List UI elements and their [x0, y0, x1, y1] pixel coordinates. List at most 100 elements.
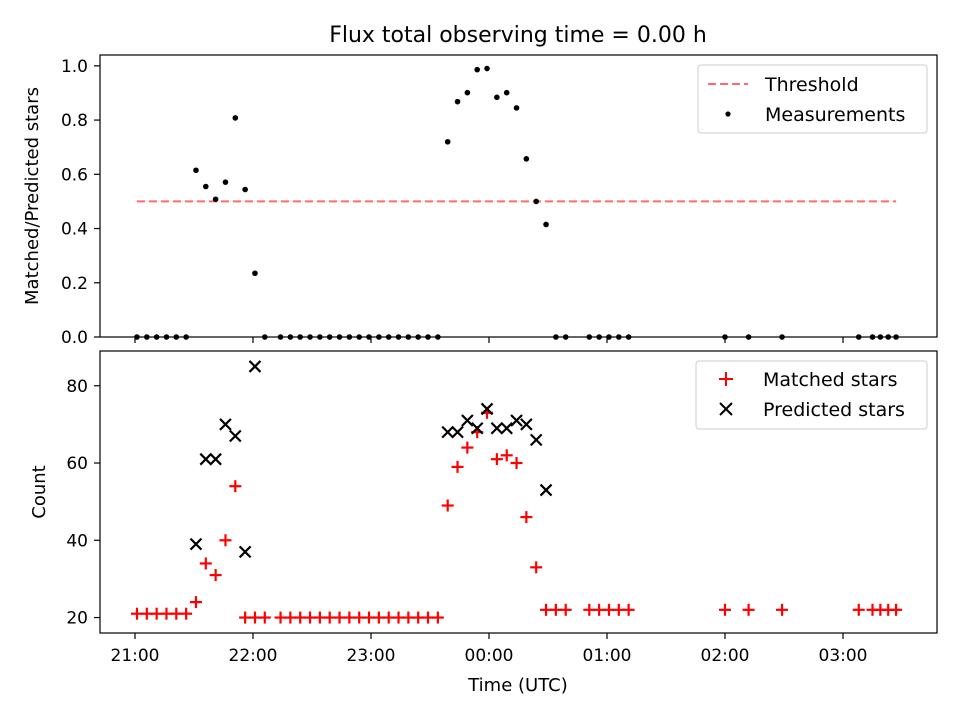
- measurement-point: [203, 183, 209, 190]
- bottom-y-tick-label: 60: [66, 454, 88, 474]
- measurement-point: [454, 98, 461, 105]
- matched-stars-point: [189, 596, 202, 609]
- matched-stars-point: [719, 603, 731, 616]
- matched-stars-point: [852, 603, 865, 616]
- matched-stars-point: [742, 603, 755, 616]
- matched-stars-point: [180, 607, 193, 620]
- predicted-stars-point: [219, 418, 232, 431]
- predicted-stars-point: [520, 418, 533, 431]
- predicted-stars-point: [500, 421, 513, 435]
- predicted-stars-point: [189, 537, 203, 551]
- top-panel-frame: [99, 54, 938, 338]
- x-tick-label: 22:00: [229, 646, 278, 666]
- matched-stars-point: [461, 441, 474, 454]
- x-tick-label: 02:00: [701, 646, 750, 666]
- predicted-stars-point: [451, 425, 464, 439]
- bottom-panel: 21:00 22:00 23:00 00:00 01:00 02:00 03:00 20 40…: [29, 350, 938, 696]
- top-y-tick-label: 0.0: [61, 328, 88, 348]
- measurement-point: [252, 270, 258, 277]
- bottom-legend: Matched stars Predicted stars: [695, 360, 928, 430]
- legend-threshold-label: Threshold: [764, 74, 859, 96]
- measurement-point: [513, 105, 520, 111]
- matched-stars-point: [219, 534, 232, 547]
- predicted-stars-point: [490, 421, 504, 435]
- measurement-point: [222, 179, 229, 185]
- top-y-tick-label: 0.8: [61, 111, 88, 131]
- measurement-point: [193, 167, 199, 174]
- predicted-stars-point: [199, 452, 213, 466]
- x-tick-label: 03:00: [819, 646, 868, 666]
- top-x-ticks: [134, 337, 844, 343]
- matched-stars-point: [431, 611, 444, 624]
- matched-stars-point: [451, 460, 464, 473]
- matched-stars-point: [490, 453, 503, 466]
- legend-predicted-label: Predicted stars: [763, 399, 905, 421]
- x-axis-label: Time (UTC): [467, 675, 568, 696]
- predicted-stars-point: [529, 433, 543, 447]
- matched-stars-point: [229, 480, 242, 493]
- predicted-stars-point: [461, 414, 474, 427]
- measurement-point: [533, 198, 539, 205]
- predicted-stars-point: [248, 360, 262, 373]
- x-tick-label: 23:00: [347, 646, 396, 666]
- predicted-stars-point: [229, 429, 242, 443]
- bottom-y-tick-label: 40: [66, 531, 88, 551]
- top-y-tick-label: 0.2: [61, 274, 88, 294]
- x-tick-label: 01:00: [583, 646, 632, 666]
- measurement-point: [494, 94, 500, 101]
- top-legend-box: [697, 64, 928, 134]
- top-y-tick-label: 0.6: [61, 165, 88, 185]
- bottom-y-tick-label: 80: [66, 377, 88, 397]
- measurement-point: [232, 115, 239, 121]
- measurement-point: [523, 156, 530, 162]
- matched-stars-point: [209, 569, 222, 582]
- predicted-stars-point: [510, 414, 523, 427]
- matched-stars-point: [441, 499, 454, 512]
- matched-stars-point: [500, 449, 513, 462]
- legend-matched-label: Matched stars: [763, 369, 897, 391]
- predicted-stars-point: [539, 483, 553, 497]
- top-y-axis-label: Matched/Predicted stars: [22, 87, 43, 305]
- bottom-legend-box: [695, 360, 928, 430]
- measurement-point: [242, 186, 248, 193]
- predicted-stars-point: [209, 452, 222, 466]
- bottom-x-ticks: 21:00 22:00 23:00 00:00 01:00 02:00 03:00: [111, 633, 868, 666]
- measurement-point: [484, 65, 490, 72]
- measurement-point: [503, 89, 510, 96]
- matched-stars-point: [199, 557, 212, 570]
- x-tick-label: 00:00: [465, 646, 514, 666]
- measurement-point: [464, 89, 471, 96]
- x-tick-label: 21:00: [111, 646, 160, 666]
- predicted-stars-point: [470, 421, 484, 435]
- measurement-point: [212, 196, 219, 203]
- matched-stars-point: [622, 603, 635, 616]
- matched-stars-point: [530, 561, 543, 574]
- measurement-point: [444, 138, 451, 145]
- bottom-y-tick-label: 20: [66, 609, 88, 629]
- bottom-y-ticks: 20 40 60 80: [66, 377, 100, 629]
- matched-stars-point: [520, 511, 533, 524]
- measurement-point: [543, 221, 549, 228]
- predicted-stars-point: [480, 402, 494, 416]
- predicted-stars-point: [441, 425, 454, 439]
- legend-matched-swatch: [719, 372, 733, 386]
- bottom-plot-area: [130, 360, 903, 624]
- top-panel: 0.0 0.2 0.4 0.6 0.8 1.0 Matched/Predicted sta…: [22, 54, 938, 348]
- legend-measurements-label: Measurements: [765, 104, 905, 126]
- matched-stars-point: [510, 457, 523, 470]
- legend-predicted-swatch: [719, 402, 733, 416]
- matched-stars-point: [559, 603, 572, 616]
- predicted-stars-point: [238, 545, 252, 559]
- matched-stars-point: [890, 603, 903, 616]
- legend-measurements-swatch: [725, 111, 731, 117]
- matched-stars-point: [776, 603, 789, 616]
- chart-title: Flux total observing time = 0.00 h: [329, 23, 707, 48]
- bottom-y-axis-label: Count: [29, 465, 50, 518]
- top-y-ticks: 0.0 0.2 0.4 0.6 0.8 1.0: [61, 57, 100, 348]
- top-y-tick-label: 0.4: [61, 220, 88, 240]
- top-legend: Threshold Measurements: [697, 64, 928, 134]
- measurement-point: [474, 66, 481, 73]
- top-y-tick-label: 1.0: [61, 57, 88, 77]
- matched-stars-point: [258, 611, 271, 624]
